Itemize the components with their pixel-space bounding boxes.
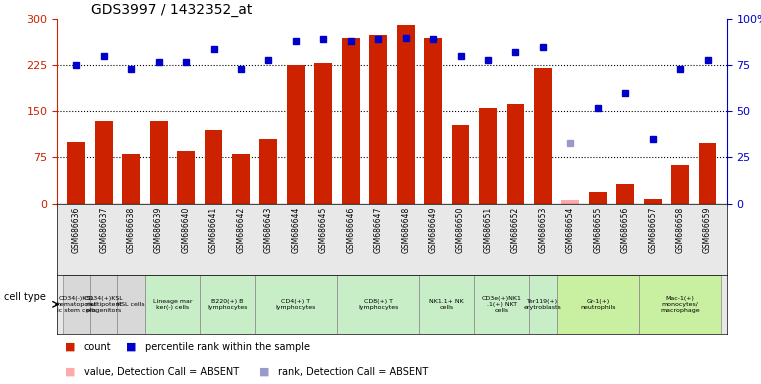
Text: GSM686636: GSM686636 xyxy=(72,207,81,253)
Text: GSM686648: GSM686648 xyxy=(401,207,410,253)
Bar xyxy=(451,125,470,204)
Text: CD3e(+)NK1
.1(+) NKT
cells: CD3e(+)NK1 .1(+) NKT cells xyxy=(482,296,521,313)
Text: GSM686641: GSM686641 xyxy=(209,207,218,253)
Bar xyxy=(556,275,639,334)
Text: KSL cells: KSL cells xyxy=(117,302,145,307)
Text: B220(+) B
lymphocytes: B220(+) B lymphocytes xyxy=(207,299,247,310)
Text: ■: ■ xyxy=(126,341,136,352)
Bar xyxy=(314,63,333,204)
Text: GSM686640: GSM686640 xyxy=(182,207,190,253)
Bar xyxy=(145,275,200,334)
Bar xyxy=(369,35,387,204)
Text: GSM686642: GSM686642 xyxy=(237,207,246,253)
Text: GSM686637: GSM686637 xyxy=(99,207,108,253)
Text: GSM686652: GSM686652 xyxy=(511,207,520,253)
Bar xyxy=(507,104,524,204)
Text: ■: ■ xyxy=(65,341,75,352)
Bar xyxy=(342,38,360,204)
Bar xyxy=(260,139,277,204)
Bar xyxy=(479,108,497,204)
Text: GSM686645: GSM686645 xyxy=(319,207,328,253)
Bar xyxy=(474,275,529,334)
Text: percentile rank within the sample: percentile rank within the sample xyxy=(145,341,310,352)
Text: GSM686656: GSM686656 xyxy=(621,207,629,253)
Bar xyxy=(419,275,474,334)
Bar xyxy=(117,275,145,334)
Text: GSM686638: GSM686638 xyxy=(126,207,135,253)
Bar xyxy=(534,68,552,204)
Text: GSM686646: GSM686646 xyxy=(346,207,355,253)
Text: Mac-1(+)
monocytes/
macrophage: Mac-1(+) monocytes/ macrophage xyxy=(661,296,700,313)
Text: rank, Detection Call = ABSENT: rank, Detection Call = ABSENT xyxy=(278,366,428,377)
Text: GDS3997 / 1432352_at: GDS3997 / 1432352_at xyxy=(91,3,252,17)
Text: value, Detection Call = ABSENT: value, Detection Call = ABSENT xyxy=(84,366,239,377)
Text: GSM686658: GSM686658 xyxy=(676,207,685,253)
Bar xyxy=(150,121,167,204)
Bar xyxy=(424,38,442,204)
Text: ■: ■ xyxy=(259,366,269,377)
Text: GSM686654: GSM686654 xyxy=(566,207,575,253)
Text: CD34(-)KSL
hematopoiet
ic stem cells: CD34(-)KSL hematopoiet ic stem cells xyxy=(56,296,97,313)
Text: GSM686639: GSM686639 xyxy=(154,207,163,253)
Text: GSM686651: GSM686651 xyxy=(483,207,492,253)
Text: ■: ■ xyxy=(65,366,75,377)
Text: GSM686649: GSM686649 xyxy=(428,207,438,253)
Text: CD8(+) T
lymphocytes: CD8(+) T lymphocytes xyxy=(358,299,398,310)
Text: GSM686644: GSM686644 xyxy=(291,207,301,253)
Text: GSM686659: GSM686659 xyxy=(703,207,712,253)
Text: GSM686643: GSM686643 xyxy=(264,207,273,253)
Text: GSM686657: GSM686657 xyxy=(648,207,658,253)
Bar xyxy=(562,200,579,204)
Bar xyxy=(200,275,255,334)
Text: GSM686653: GSM686653 xyxy=(538,207,547,253)
Bar xyxy=(287,65,304,204)
Text: CD4(+) T
lymphocytes: CD4(+) T lymphocytes xyxy=(275,299,316,310)
Text: Lineage mar
ker(-) cells: Lineage mar ker(-) cells xyxy=(153,299,192,310)
Text: GSM686650: GSM686650 xyxy=(456,207,465,253)
Text: GSM686647: GSM686647 xyxy=(374,207,383,253)
Text: cell type: cell type xyxy=(4,291,46,302)
Bar xyxy=(68,142,85,204)
Text: CD34(+)KSL
multipotent
progenitors: CD34(+)KSL multipotent progenitors xyxy=(84,296,123,313)
Bar xyxy=(255,275,337,334)
Bar xyxy=(699,143,716,204)
Text: Gr-1(+)
neutrophils: Gr-1(+) neutrophils xyxy=(580,299,616,310)
Bar xyxy=(205,130,222,204)
Text: GSM686655: GSM686655 xyxy=(594,207,602,253)
Bar xyxy=(62,275,90,334)
Bar xyxy=(529,275,556,334)
Bar xyxy=(644,199,661,204)
Bar xyxy=(396,25,415,204)
Bar xyxy=(589,192,607,204)
Bar xyxy=(639,275,721,334)
Bar xyxy=(177,151,195,204)
Text: count: count xyxy=(84,341,111,352)
Bar xyxy=(123,154,140,204)
Text: NK1.1+ NK
cells: NK1.1+ NK cells xyxy=(429,299,464,310)
Bar xyxy=(232,154,250,204)
Text: Ter119(+)
erytroblasts: Ter119(+) erytroblasts xyxy=(524,299,562,310)
Bar xyxy=(95,121,113,204)
Bar xyxy=(337,275,419,334)
Bar xyxy=(90,275,117,334)
Bar xyxy=(616,184,634,204)
Bar xyxy=(671,166,689,204)
